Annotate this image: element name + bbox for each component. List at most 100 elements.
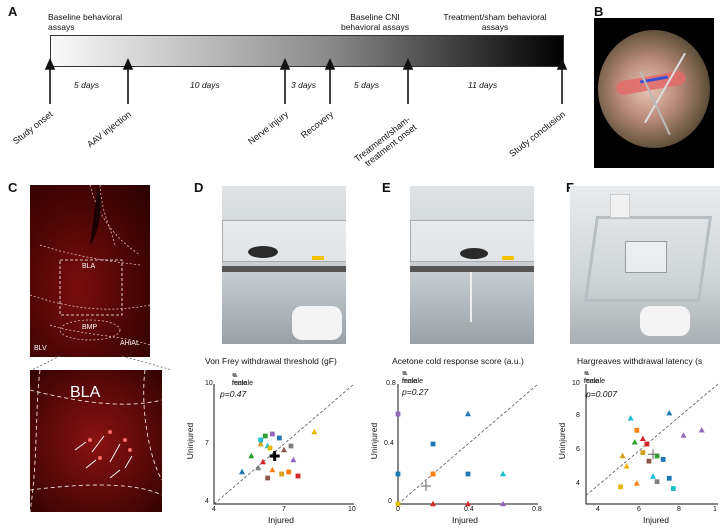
legend-male: male xyxy=(402,378,418,385)
mean-marker xyxy=(648,449,659,460)
zoom-lines xyxy=(31,355,173,371)
interval-3: 3 days xyxy=(291,80,317,90)
male-point xyxy=(465,471,471,477)
xtick-vonfrey-right: 10 xyxy=(348,506,356,513)
xtick-acetone-mid: 0.4 xyxy=(464,506,474,513)
female-point xyxy=(465,410,471,417)
female-point xyxy=(623,463,630,469)
ytick-acetone-mid: 0.4 xyxy=(384,440,394,447)
ytick-vonfrey-bottom: 4 xyxy=(205,498,209,505)
panel-label-d: D xyxy=(194,180,204,195)
histology-overview: BLA BMP BLV AHiAL xyxy=(30,185,150,357)
panel-label-a: A xyxy=(8,4,18,19)
xlabel-hargreaves: Injured xyxy=(643,515,669,525)
male-point xyxy=(286,469,292,475)
interval-4: 5 days xyxy=(354,80,380,90)
ytick-hargreaves-8: 8 xyxy=(576,412,580,419)
male-point xyxy=(644,441,650,447)
female-point xyxy=(500,500,506,507)
female-point xyxy=(257,440,264,447)
region-label-bmp: BMP xyxy=(82,324,98,331)
female-point xyxy=(248,452,255,459)
xtick-vonfrey-left: 4 xyxy=(212,506,216,513)
ytick-vonfrey-top: 10 xyxy=(205,380,213,387)
ytick-hargreaves-4: 4 xyxy=(576,480,580,487)
male-point xyxy=(265,475,271,481)
male-point xyxy=(646,458,652,464)
vonfrey-photo xyxy=(222,186,346,344)
panel-label-e: E xyxy=(382,180,391,195)
female-point xyxy=(311,428,318,435)
male-point xyxy=(634,427,640,433)
female-point xyxy=(631,439,638,445)
female-point xyxy=(680,432,687,438)
unity-line xyxy=(585,383,719,496)
male-point xyxy=(670,486,676,491)
female-point xyxy=(627,415,634,421)
phase-label-cni: Baseline CNI behavioral assays xyxy=(340,12,410,32)
legend-female: female xyxy=(402,378,424,385)
p-value-vonfrey: p=0.47 xyxy=(220,389,247,399)
female-point xyxy=(465,500,471,507)
male-point xyxy=(295,473,301,479)
timeline-bar xyxy=(50,35,564,67)
male-point xyxy=(660,457,666,462)
xtick-acetone-left: 0 xyxy=(396,506,400,513)
interval-1: 5 days xyxy=(74,80,100,90)
mean-marker xyxy=(421,481,431,491)
acetone-photo xyxy=(410,186,534,344)
region-label-bla: BLA xyxy=(82,263,96,270)
male-point xyxy=(618,484,623,490)
female-point xyxy=(269,466,276,473)
xlabel-vonfrey: Injured xyxy=(268,515,294,525)
plot-title-hargreaves: Hargreaves withdrawal latency (s xyxy=(577,356,703,366)
plot-title-vonfrey: Von Frey withdrawal threshold (gF) xyxy=(205,356,337,366)
histology-inset: BLA xyxy=(30,370,162,512)
interval-2: 10 days xyxy=(190,80,220,90)
xtick-hargreaves-8: 8 xyxy=(677,506,681,513)
unity-line xyxy=(397,383,539,505)
male-point xyxy=(267,445,273,451)
mean-marker xyxy=(269,451,280,461)
male-point xyxy=(654,479,660,485)
female-point xyxy=(239,468,245,475)
unity-line xyxy=(213,383,355,505)
inset-label-bla: BLA xyxy=(70,384,101,401)
plot-title-acetone: Acetone cold response score (a.u.) xyxy=(392,356,524,366)
female-point xyxy=(255,464,262,471)
female-point xyxy=(290,456,297,463)
p-value-acetone: p=0.27 xyxy=(402,387,429,397)
female-point xyxy=(698,427,705,433)
male-point xyxy=(258,437,264,443)
xtick-hargreaves-6: 6 xyxy=(637,506,641,513)
male-point xyxy=(666,475,672,481)
male-point xyxy=(288,443,294,449)
male-point xyxy=(395,411,401,417)
legend-male: male xyxy=(584,378,600,385)
phase-label-treatment: Treatment/sham behavioral assays xyxy=(443,12,547,32)
xtick-hargreaves-10: 1 xyxy=(713,506,717,513)
female-point xyxy=(260,458,266,465)
ylabel-vonfrey: Uninjured xyxy=(185,422,196,460)
male-point xyxy=(430,471,436,477)
male-point xyxy=(640,450,646,455)
ytick-acetone-bottom: 0 xyxy=(388,498,392,505)
scatter-acetone xyxy=(395,383,539,507)
phase-label-baseline: Baseline behavioral assays xyxy=(48,12,123,32)
ytick-vonfrey-mid: 7 xyxy=(205,440,209,447)
xtick-vonfrey-mid: 7 xyxy=(282,506,286,513)
surgery-photo xyxy=(594,18,714,168)
male-point xyxy=(430,441,436,447)
ytick-hargreaves-10: 10 xyxy=(572,380,580,387)
p-value-hargreaves: p=0.007 xyxy=(586,389,617,399)
male-point xyxy=(276,435,282,441)
male-point xyxy=(262,433,268,439)
male-point xyxy=(269,431,275,437)
male-point xyxy=(654,453,660,459)
female-point xyxy=(639,435,646,442)
timeline-arrows xyxy=(44,58,568,104)
panel-label-b: B xyxy=(594,4,604,19)
legend-male: male xyxy=(232,380,248,387)
legend-female: female xyxy=(584,378,606,385)
scatter-hargreaves xyxy=(585,383,719,505)
